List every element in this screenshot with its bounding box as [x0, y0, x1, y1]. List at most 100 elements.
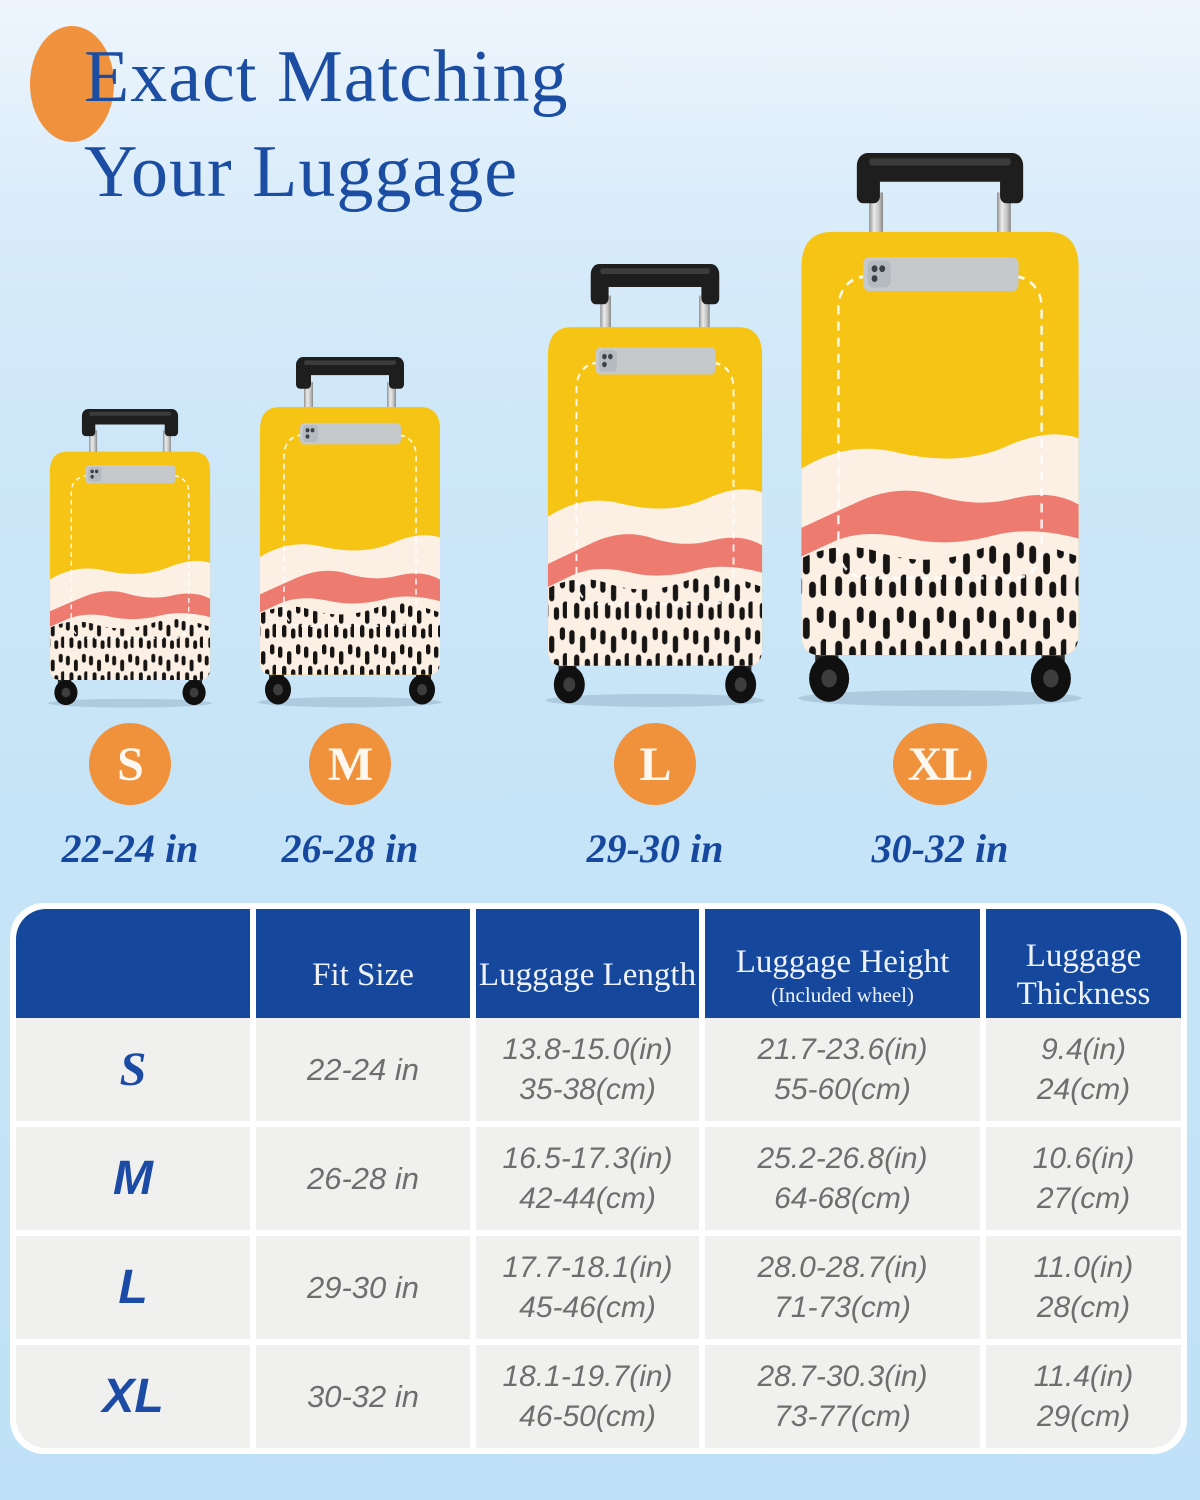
row-height-in: 25.2-26.8(in) [757, 1141, 928, 1175]
row-thick-cm: 27(cm) [1036, 1181, 1131, 1215]
row-height-cm: 73-77(cm) [774, 1399, 911, 1433]
wheels [553, 654, 757, 704]
size-chart-table: Fit Size Luggage Length Luggage Height (… [10, 903, 1187, 1454]
ground-shadow [545, 693, 765, 707]
row-xl-height-cell: 28.7-30.3(in) 73-77(cm) [705, 1345, 980, 1448]
size-range-label: 29-30 in [586, 826, 724, 871]
row-length-cm: 46-50(cm) [519, 1399, 656, 1433]
trolley-handle [296, 357, 404, 410]
row-thick-cm: 24(cm) [1036, 1072, 1131, 1106]
suitcase-graphic [258, 357, 442, 708]
row-length-in: 17.7-18.1(in) [502, 1250, 673, 1284]
ground-shadow [48, 698, 212, 708]
luggage-tag [85, 465, 176, 484]
row-fit-size: 26-28 in [306, 1160, 420, 1196]
row-size-letter: XL [102, 1370, 164, 1423]
trolley-handle [856, 153, 1024, 236]
coral-wave [547, 534, 763, 587]
row-thick-in: 9.4(in) [1040, 1032, 1127, 1066]
row-height-cm: 64-68(cm) [774, 1181, 911, 1215]
luggage-column-l: L 29-30 in [515, 0, 795, 872]
row-thick-in: 11.4(in) [1033, 1359, 1134, 1393]
row-m-thickness-cell: 10.6(in) 27(cm) [986, 1127, 1181, 1230]
row-length-cm: 35-38(cm) [519, 1072, 656, 1106]
row-height-cm: 55-60(cm) [774, 1072, 911, 1106]
row-height-cm: 71-73(cm) [774, 1290, 911, 1324]
row-xl-fit-cell: 30-32 in [256, 1345, 470, 1448]
title-accent-ellipse [30, 26, 114, 142]
row-height-in: 28.7-30.3(in) [757, 1359, 928, 1393]
coral-wave [49, 591, 211, 627]
coral-wave [801, 490, 1079, 557]
cover-body [49, 451, 211, 680]
header-luggage-height-label: Luggage Height [735, 944, 950, 980]
page-title-line1: Exact Matching [84, 36, 569, 118]
header-luggage-height-note: (Included wheel) [771, 983, 914, 1007]
trolley-handle [590, 264, 720, 331]
luggage-column-xl: XL 30-32 in [770, 0, 1110, 872]
size-badge-xl: XL [893, 723, 987, 805]
dot-field [260, 603, 440, 675]
coral-wave [260, 570, 440, 613]
suitcase-graphic [48, 409, 212, 708]
row-fit-size: 22-24 in [306, 1051, 420, 1087]
row-m-size-cell: M [16, 1127, 250, 1230]
row-xl-size-cell: XL [16, 1345, 250, 1448]
luggage-tag [863, 257, 1019, 292]
row-xl-length-cell: 18.1-19.7(in) 46-50(cm) [476, 1345, 699, 1448]
row-length-cm: 42-44(cm) [519, 1181, 656, 1215]
row-thick-cm: 29(cm) [1036, 1399, 1131, 1433]
luggage-tag [300, 422, 401, 445]
size-badge-l: L [614, 723, 696, 805]
size-badge-m: M [309, 723, 391, 805]
row-height-in: 21.7-23.6(in) [757, 1032, 928, 1066]
row-m-length-cell: 16.5-17.3(in) 42-44(cm) [476, 1127, 699, 1230]
size-chart-grid: Fit Size Luggage Length Luggage Height (… [16, 909, 1181, 1448]
row-length-in: 13.8-15.0(in) [502, 1032, 673, 1066]
row-thick-cm: 28(cm) [1036, 1290, 1131, 1324]
size-range-label: 26-28 in [281, 826, 419, 871]
row-fit-size: 30-32 in [306, 1378, 420, 1414]
row-size-letter: L [118, 1261, 148, 1314]
page-title-line2: Your Luggage [84, 131, 519, 213]
row-thick-in: 11.0(in) [1033, 1250, 1134, 1284]
ground-shadow [798, 690, 1082, 707]
row-l-length-cell: 17.7-18.1(in) 45-46(cm) [476, 1236, 699, 1339]
row-s-fit-cell: 22-24 in [256, 1018, 470, 1121]
suitcase-graphic [798, 153, 1082, 707]
row-thick-in: 10.6(in) [1032, 1141, 1135, 1175]
suitcase-graphic [545, 264, 765, 707]
cover-body [260, 406, 440, 675]
row-height-in: 28.0-28.7(in) [757, 1250, 928, 1284]
row-l-height-cell: 28.0-28.7(in) 71-73(cm) [705, 1236, 980, 1339]
luggage-column-m: M 26-28 in [240, 0, 460, 872]
row-length-cm: 45-46(cm) [519, 1290, 656, 1324]
row-size-letter: M [113, 1152, 153, 1205]
row-l-thickness-cell: 11.0(in) 28(cm) [986, 1236, 1181, 1339]
cover-body [801, 231, 1079, 656]
size-range-label: 22-24 in [61, 826, 199, 871]
row-size-letter: S [119, 1043, 147, 1096]
ground-shadow [258, 697, 442, 708]
row-s-length-cell: 13.8-15.0(in) 35-38(cm) [476, 1018, 699, 1121]
row-m-fit-cell: 26-28 in [256, 1127, 470, 1230]
dot-field [547, 575, 763, 666]
trolley-handle [81, 409, 179, 454]
luggage-tag [595, 347, 716, 375]
page-title: Exact Matching Your Luggage [84, 30, 569, 220]
row-s-size-cell: S [16, 1018, 250, 1121]
size-range-label: 30-32 in [871, 826, 1009, 871]
cover-body [547, 327, 763, 666]
size-badge-s: S [89, 723, 171, 805]
row-length-in: 16.5-17.3(in) [502, 1141, 673, 1175]
dot-field [801, 541, 1079, 656]
row-fit-size: 29-30 in [306, 1269, 420, 1305]
luggage-column-s: S 22-24 in [20, 0, 240, 872]
row-s-height-cell: 21.7-23.6(in) 55-60(cm) [705, 1018, 980, 1121]
dot-field [49, 618, 211, 680]
row-l-fit-cell: 29-30 in [256, 1236, 470, 1339]
row-length-in: 18.1-19.7(in) [502, 1359, 673, 1393]
row-m-height-cell: 25.2-26.8(in) 64-68(cm) [705, 1127, 980, 1230]
row-xl-thickness-cell: 11.4(in) 29(cm) [986, 1345, 1181, 1448]
row-l-size-cell: L [16, 1236, 250, 1339]
